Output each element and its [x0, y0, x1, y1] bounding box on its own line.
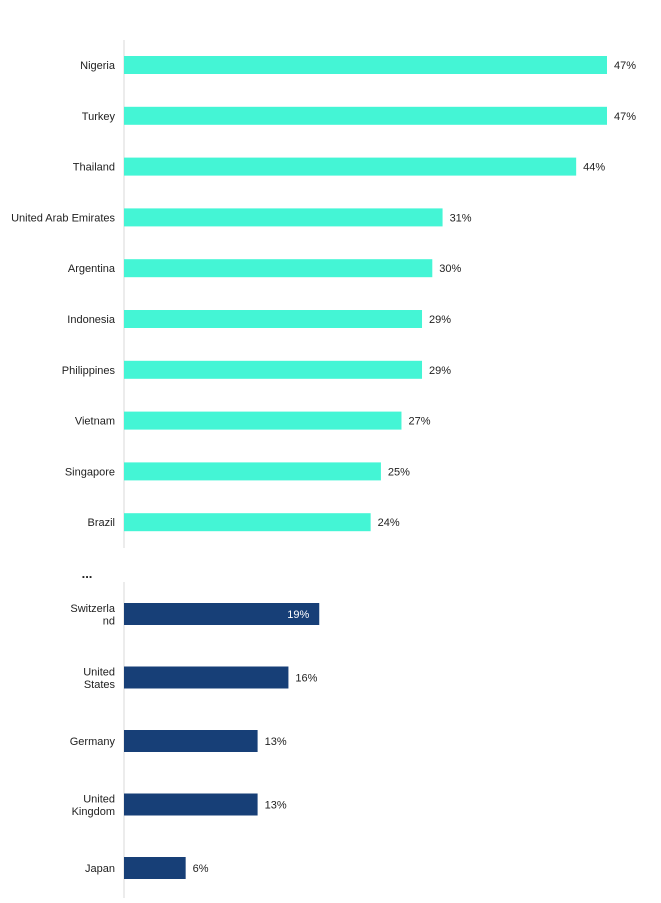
category-label: Japan	[85, 863, 115, 875]
data-label: 13%	[265, 736, 287, 748]
category-label: Indonesia	[67, 314, 116, 326]
category-label: Vietnam	[75, 416, 115, 428]
data-label: 19%	[287, 609, 309, 621]
chart-panel-top: Nigeria 47% Turkey 47% Thailand 44% United Ara…	[11, 40, 636, 548]
category-label: Philippines	[62, 365, 116, 377]
data-label: 25%	[388, 466, 410, 478]
category-label: Thailand	[73, 162, 115, 174]
category-label: Singapore	[65, 466, 115, 478]
category-label: United States	[83, 666, 115, 691]
data-label: 13%	[265, 800, 287, 812]
bar	[124, 360, 423, 379]
data-label: 6%	[193, 863, 209, 875]
bar	[124, 106, 607, 125]
bar	[124, 857, 186, 879]
category-label: Argentina	[68, 263, 116, 275]
bar	[124, 56, 607, 74]
data-label: 30%	[439, 263, 461, 275]
bar	[124, 513, 371, 532]
data-label: 47%	[614, 60, 636, 72]
bar	[124, 666, 289, 689]
category-label: Nigeria	[80, 60, 116, 72]
bar	[124, 259, 433, 278]
data-label: 31%	[450, 212, 472, 224]
bar	[124, 411, 402, 430]
bar	[124, 157, 577, 176]
category-label: Switzerla nd	[70, 603, 116, 628]
bar	[124, 462, 381, 481]
data-label: 29%	[429, 365, 451, 377]
category-label: Turkey	[82, 111, 116, 123]
category-label: Germany	[70, 736, 116, 748]
data-label: 24%	[378, 517, 400, 529]
category-label: United Arab Emirates	[11, 212, 115, 224]
section-separator: ...	[82, 566, 93, 581]
bar	[124, 310, 423, 328]
data-label: 44%	[583, 162, 605, 174]
bar	[124, 793, 258, 816]
bar	[124, 603, 320, 625]
bar	[124, 208, 443, 227]
chart-panel-bottom: Switzerla nd 19% United States 16% Germany 13% U…	[70, 582, 320, 898]
category-label: Brazil	[87, 517, 115, 529]
data-label: 47%	[614, 111, 636, 123]
bar	[124, 730, 258, 752]
data-label: 29%	[429, 314, 451, 326]
data-label: 16%	[295, 673, 317, 685]
category-label: United Kingdom	[72, 793, 115, 818]
data-label: 27%	[408, 416, 430, 428]
